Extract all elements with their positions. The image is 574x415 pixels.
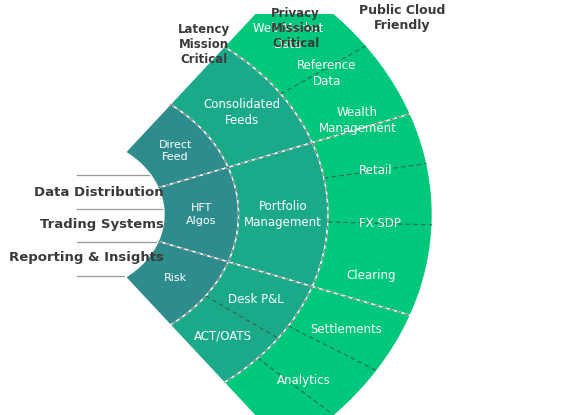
Text: Risk: Risk [164, 273, 187, 283]
Polygon shape [125, 104, 228, 188]
Text: Latency
Mission
Critical: Latency Mission Critical [178, 23, 230, 66]
Text: Public Cloud
Friendly: Public Cloud Friendly [359, 4, 446, 32]
Text: Portfolio
Management: Portfolio Management [245, 200, 322, 229]
Text: Settlements: Settlements [310, 323, 382, 336]
Polygon shape [170, 262, 312, 383]
Text: Reference
Data: Reference Data [297, 59, 356, 88]
Polygon shape [224, 0, 410, 143]
Polygon shape [312, 114, 432, 315]
Text: Clearing: Clearing [346, 269, 395, 282]
Text: Consolidated
Feeds: Consolidated Feeds [203, 98, 281, 127]
Polygon shape [125, 242, 228, 325]
Polygon shape [228, 143, 328, 287]
Text: Retail: Retail [359, 164, 392, 177]
Text: Wealth
Management: Wealth Management [319, 105, 396, 134]
Text: HFT
Algos: HFT Algos [186, 203, 216, 226]
Text: Data Distribution: Data Distribution [34, 186, 164, 199]
Text: Web Market
Data: Web Market Data [253, 22, 324, 51]
Text: FX SDP: FX SDP [359, 217, 401, 230]
Text: Reporting & Insights: Reporting & Insights [9, 251, 164, 264]
Polygon shape [170, 46, 312, 167]
Text: Direct
Feed: Direct Feed [159, 140, 192, 162]
Text: ACT/OATS: ACT/OATS [193, 329, 251, 342]
Text: Privacy
Mission
Critical: Privacy Mission Critical [270, 7, 321, 50]
Text: Desk P&L: Desk P&L [228, 293, 284, 305]
Text: Analytics: Analytics [277, 374, 330, 387]
Polygon shape [158, 167, 239, 262]
Polygon shape [224, 287, 410, 415]
Text: Trading Systems: Trading Systems [40, 218, 164, 231]
